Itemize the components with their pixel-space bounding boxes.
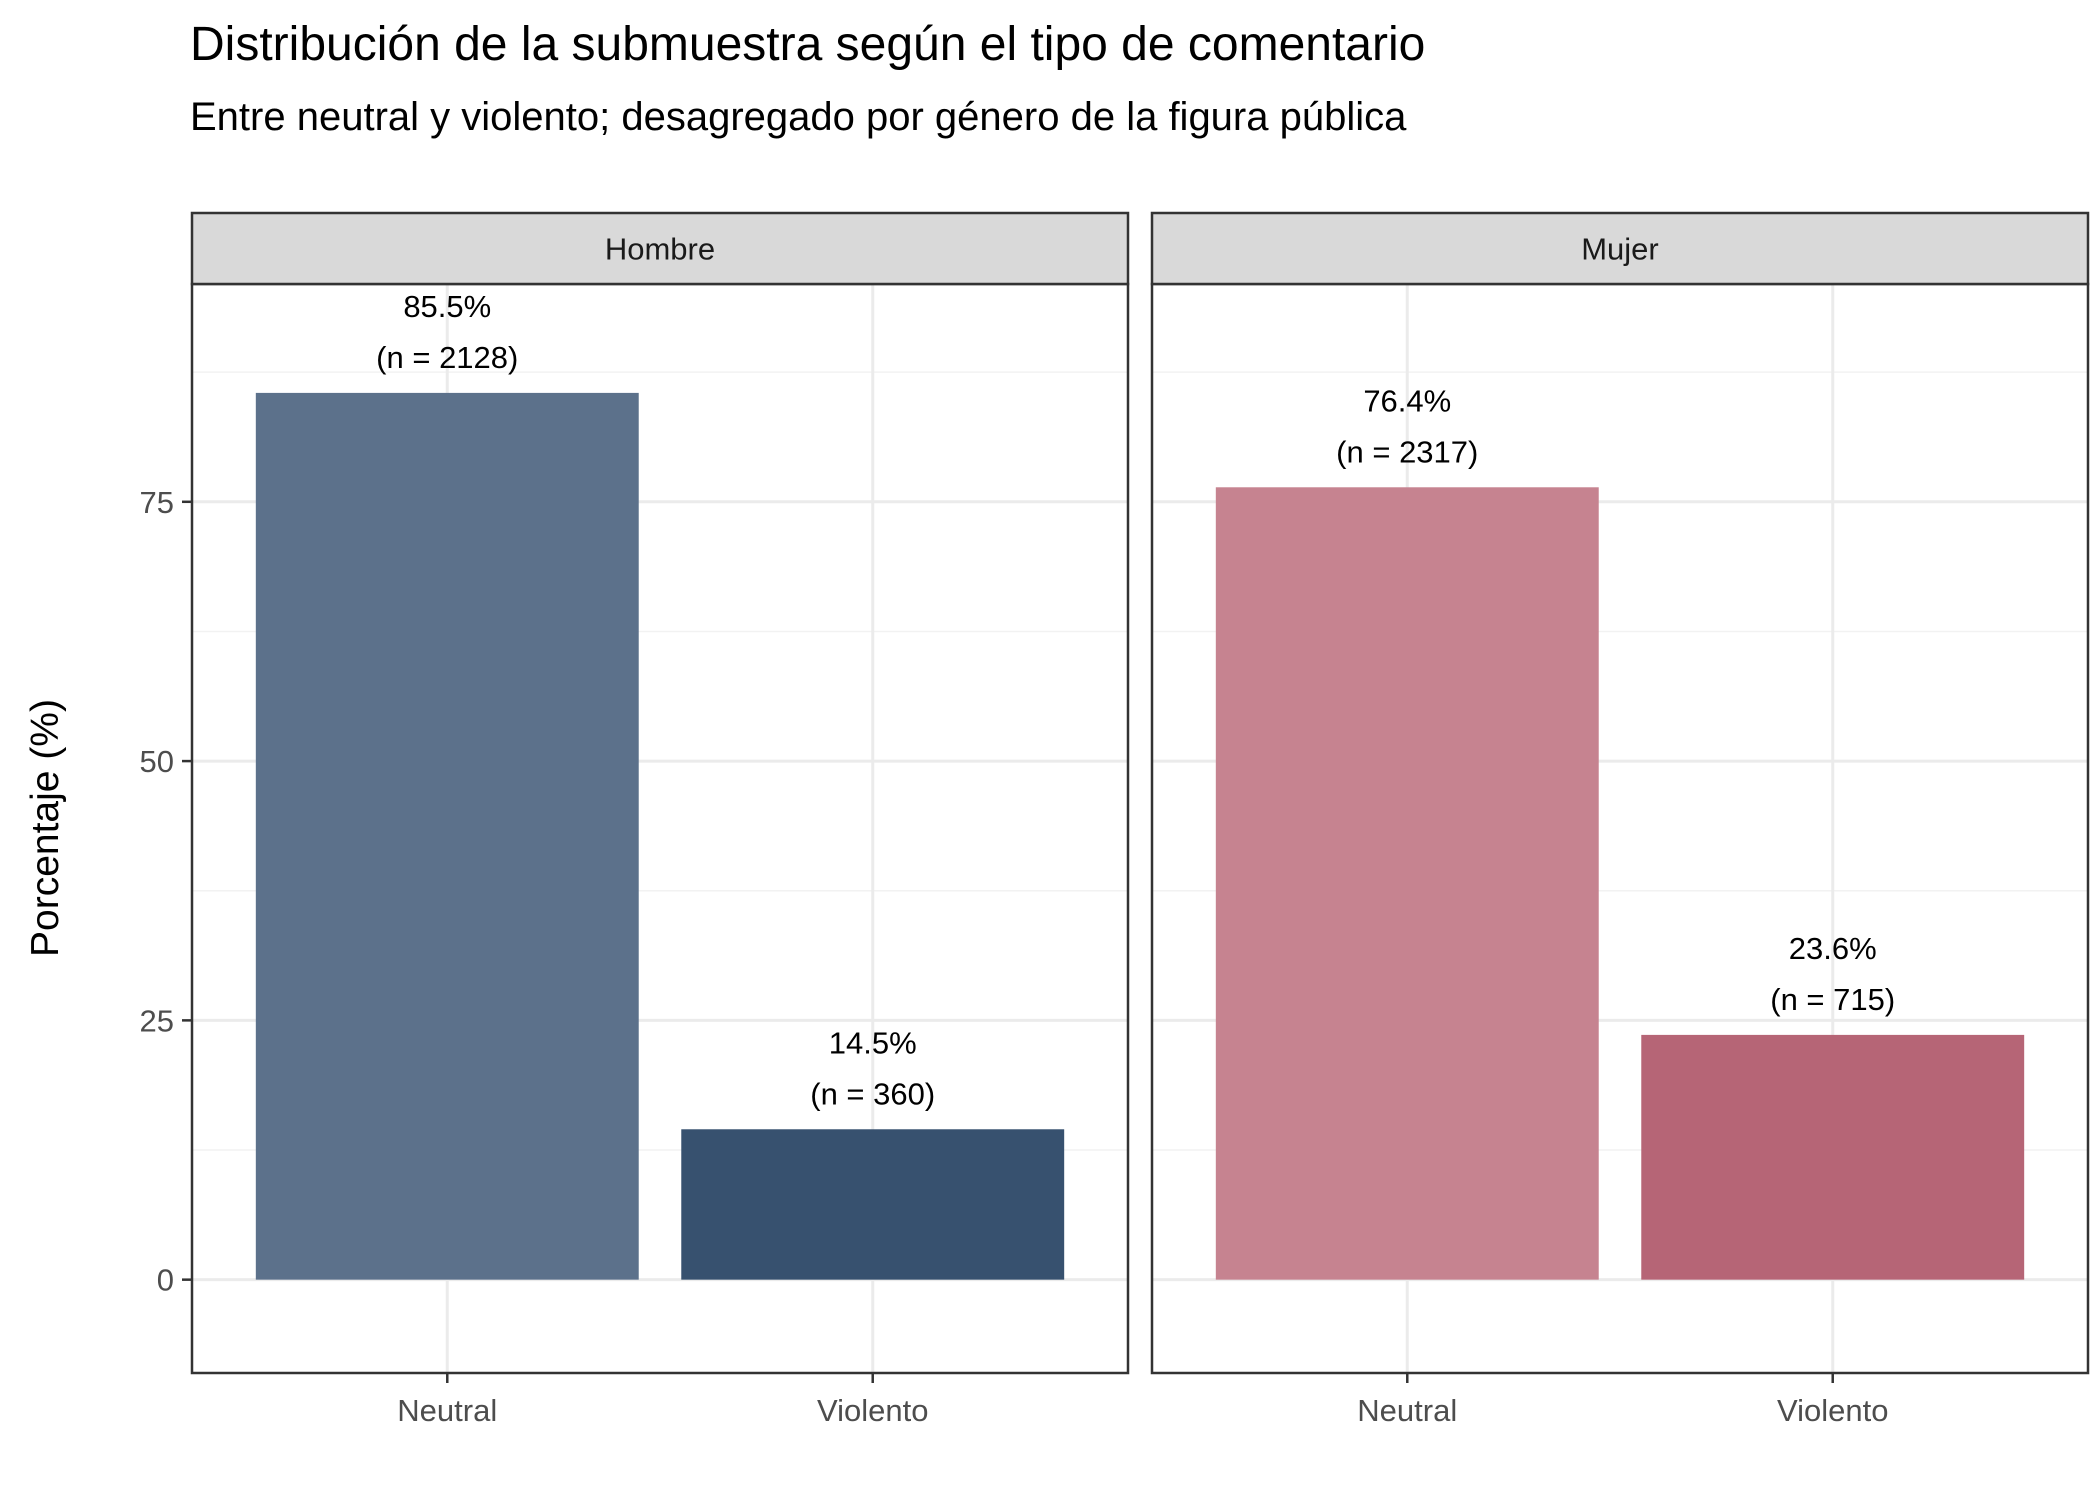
x-tick-label: Neutral [397,1393,497,1428]
chart-subtitle: Entre neutral y violento; desagregado po… [190,95,1407,139]
data-label-count: (n = 2317) [1336,434,1478,469]
x-tick-label: Neutral [1357,1393,1457,1428]
data-label-percent: 76.4% [1363,383,1451,418]
bar-violento-mujer [1641,1034,2025,1280]
bar-neutral-mujer [1215,487,1599,1280]
data-label-percent: 85.5% [403,289,491,324]
y-tick-label: 25 [140,1003,174,1038]
y-axis-title: Porcentaje (%) [24,699,67,957]
x-tick-label: Violento [1777,1393,1888,1428]
y-tick-label: 0 [157,1263,174,1298]
chart-title: Distribución de la submuestra según el t… [190,18,1425,71]
facet-strip-label: Mujer [1581,232,1659,267]
facet-panel-2: 76.4% (n = 2317) 23.6% (n = 715) Mujer Neutra… [1150,211,2090,1428]
data-label-count: (n = 715) [1770,982,1895,1017]
x-tick-label: Violento [817,1393,928,1428]
data-label-count: (n = 2128) [376,340,518,375]
facet-panel-1: 85.5% (n = 2128) 14.5% (n = 360) Hombre Neutr… [190,211,1130,1428]
facet-panels: 85.5% (n = 2128) 14.5% (n = 360) Hombre Neutr… [140,211,2090,1428]
facet-strip-label: Hombre [605,232,715,267]
data-label-percent: 14.5% [829,1025,917,1060]
y-tick-label: 50 [140,744,174,779]
data-label-count: (n = 360) [810,1076,935,1111]
data-label-percent: 23.6% [1789,931,1877,966]
bar-violento-hombre [681,1129,1065,1280]
facet-strip [1150,211,2090,286]
y-tick-label: 75 [140,485,174,520]
facet-strip [190,211,1130,286]
bar-neutral-hombre [255,392,639,1280]
